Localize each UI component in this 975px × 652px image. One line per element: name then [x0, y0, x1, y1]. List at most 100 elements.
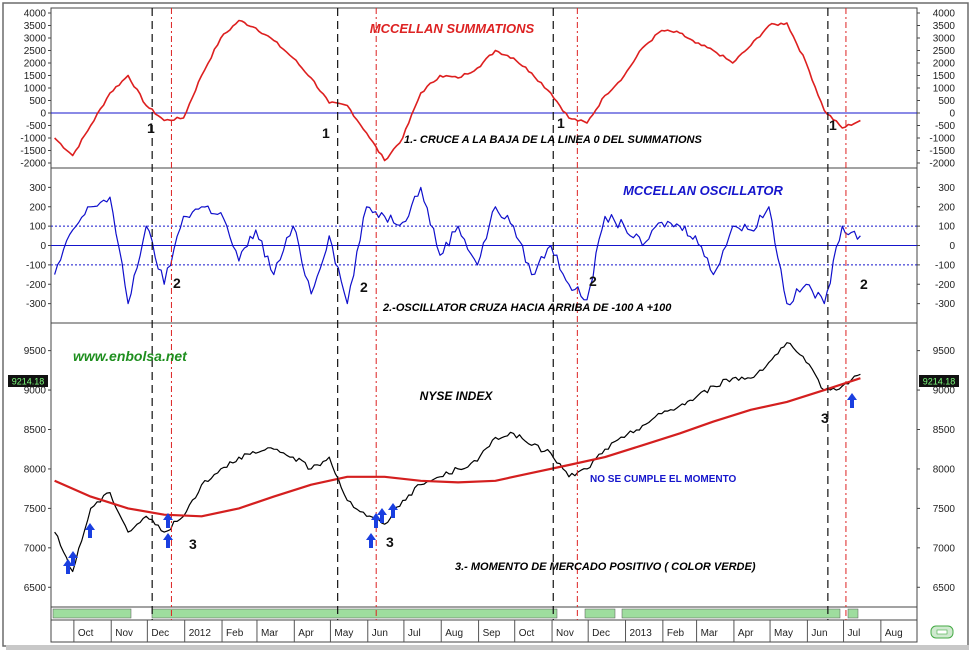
y-tick-label-right: 2500 — [933, 46, 956, 57]
y-tick-label-right: -2000 — [929, 159, 955, 170]
momentum-band — [50, 606, 918, 621]
y-tick-label-left: -200 — [26, 280, 46, 291]
y-tick-label-left: 1000 — [24, 84, 47, 95]
x-axis: Oct Nov Dec 2012 Feb Mar Apr May Jun Jul Aug Sep Oct… — [50, 619, 918, 643]
summation-line — [54, 19, 861, 162]
y-tick-label-right: 1000 — [933, 84, 956, 95]
y-tick-label-left: 7000 — [24, 543, 47, 554]
y-tick-label-left: 7500 — [24, 504, 47, 515]
y-tick-label-right: -300 — [935, 299, 955, 310]
y-tick-label-right: 1500 — [933, 71, 956, 82]
last-price-badge-right: 9214.18 — [919, 375, 959, 387]
y-tick-label-right: 8500 — [933, 425, 956, 436]
y-tick-label-right: 200 — [938, 202, 955, 213]
x-tick-label: Jul — [408, 628, 421, 639]
x-tick-label: Apr — [298, 628, 314, 639]
nyse-marker-1: 3 — [189, 536, 197, 552]
x-tick-label: Sep — [483, 628, 501, 639]
x-tick-label: Jul — [848, 628, 861, 639]
x-tick-label: May — [774, 628, 793, 639]
y-tick-label-left: 4000 — [24, 9, 47, 20]
y-tick-label-left: -500 — [26, 121, 46, 132]
y-tick-label-right: 0 — [949, 241, 955, 252]
momentum-arrow-icon — [163, 533, 173, 548]
panel-nyse — [50, 322, 918, 608]
oscillator-note: 2.-OSCILLATOR CRUZA HACIA ARRIBA DE -100… — [382, 302, 672, 314]
summations-marker-1: 1 — [147, 120, 155, 136]
momentum-band-segment — [584, 608, 616, 619]
summations-marker-2: 1 — [322, 125, 330, 141]
momentum-arrow-icon — [163, 513, 173, 528]
x-tick-label: Oct — [78, 628, 94, 639]
y-tick-label-left: 300 — [29, 183, 46, 194]
oscillator-marker-4: 2 — [860, 276, 868, 292]
y-tick-label-left: 0 — [40, 109, 46, 120]
y-tick-label-right: 6500 — [933, 583, 956, 594]
nyse-no-momentum-note: NO SE CUMPLE EL MOMENTO — [590, 474, 737, 485]
summations-title: MCCELLAN SUMMATIONS — [370, 21, 535, 36]
y-tick-label-right: 7000 — [933, 543, 956, 554]
scroll-button[interactable] — [930, 625, 954, 639]
last-price-right: 9214.18 — [923, 377, 956, 387]
y-tick-label-right: 9000 — [933, 386, 956, 397]
panel-summations — [50, 7, 918, 169]
x-tick-label: Jun — [372, 628, 388, 639]
x-tick-label: Mar — [261, 628, 279, 639]
y-tick-label-right: -200 — [935, 280, 955, 291]
x-tick-label: Nov — [556, 628, 574, 639]
last-price-badge-left: 9214.18 — [8, 375, 48, 387]
oscillator-line — [54, 186, 861, 306]
oscillator-title: MCCELLAN OSCILLATOR — [623, 183, 783, 198]
summations-marker-4: 1 — [829, 117, 837, 133]
y-tick-label-left: 2500 — [24, 46, 47, 57]
y-tick-label-left: 9000 — [24, 386, 47, 397]
y-tick-label-right: 0 — [949, 109, 955, 120]
x-tick-label: Dec — [151, 628, 169, 639]
momentum-arrow-icon — [847, 393, 857, 408]
y-tick-label-left: -100 — [26, 260, 46, 271]
nyse-price-line — [54, 342, 861, 573]
y-tick-label-left: -300 — [26, 299, 46, 310]
y-tick-label-left: 3000 — [24, 34, 47, 45]
y-tick-label-right: 100 — [938, 222, 955, 233]
last-price-left: 9214.18 — [12, 377, 45, 387]
oscillator-marker-1: 2 — [173, 275, 181, 291]
y-tick-label-right: 500 — [938, 96, 955, 107]
momentum-arrow-icon — [63, 559, 73, 574]
y-tick-label-left: 2000 — [24, 59, 47, 70]
y-tick-label-right: 8000 — [933, 464, 956, 475]
x-tick-label: Apr — [738, 628, 754, 639]
y-tick-label-left: 100 — [29, 222, 46, 233]
watermark: www.enbolsa.net — [73, 348, 188, 364]
x-tick-label: May — [334, 628, 353, 639]
y-tick-label-right: 300 — [938, 183, 955, 194]
momentum-band-segment — [52, 608, 132, 619]
x-tick-label: Feb — [226, 628, 244, 639]
y-tick-label-right: -500 — [935, 121, 955, 132]
y-tick-label-right: 4000 — [933, 9, 956, 20]
momentum-arrow-icon — [377, 508, 387, 523]
y-tick-label-right: 3000 — [933, 34, 956, 45]
y-tick-label-right: 7500 — [933, 504, 956, 515]
x-tick-label: Aug — [445, 628, 463, 639]
nyse-momentum-note: 3.- MOMENTO DE MERCADO POSITIVO ( COLOR … — [455, 561, 756, 573]
x-tick-label: Jun — [811, 628, 827, 639]
y-tick-label-left: 9500 — [24, 346, 47, 357]
window-shadow — [6, 645, 969, 650]
x-tick-label: Feb — [667, 628, 685, 639]
oscillator-marker-3: 2 — [589, 273, 597, 289]
y-tick-label-left: -1500 — [20, 146, 46, 157]
y-tick-label-left: 6500 — [24, 583, 47, 594]
y-tick-label-left: 500 — [29, 96, 46, 107]
x-tick-label: 2012 — [189, 628, 212, 639]
y-tick-label-left: 8500 — [24, 425, 47, 436]
y-tick-label-right: -1500 — [929, 146, 955, 157]
y-tick-label-left: 8000 — [24, 464, 47, 475]
x-tick-label: Mar — [701, 628, 719, 639]
momentum-arrow-icon — [85, 523, 95, 538]
y-tick-label-left: 1500 — [24, 71, 47, 82]
x-tick-label: 2013 — [630, 628, 653, 639]
y-tick-label-left: 3500 — [24, 21, 47, 32]
summations-marker-3: 1 — [557, 115, 565, 131]
momentum-band-segment — [847, 608, 859, 619]
